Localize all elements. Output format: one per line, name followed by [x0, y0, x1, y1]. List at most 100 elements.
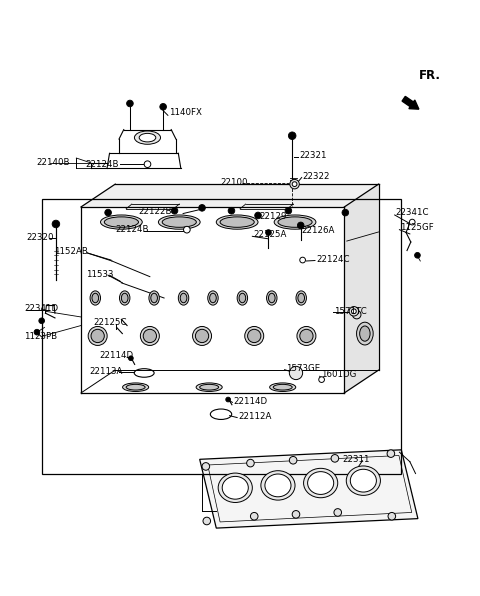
Circle shape: [352, 311, 361, 319]
Text: 1601DG: 1601DG: [321, 370, 356, 380]
Ellipse shape: [195, 330, 209, 343]
Circle shape: [388, 513, 396, 520]
Circle shape: [288, 132, 296, 139]
Text: 22112A: 22112A: [238, 412, 272, 421]
Text: 22125A: 22125A: [253, 230, 287, 239]
Ellipse shape: [104, 217, 138, 227]
Text: 22114D: 22114D: [99, 352, 133, 361]
Text: 1152AB: 1152AB: [54, 247, 88, 256]
Circle shape: [129, 356, 133, 361]
Circle shape: [342, 209, 348, 216]
Circle shape: [255, 212, 261, 219]
Circle shape: [290, 179, 300, 189]
Circle shape: [292, 182, 297, 187]
Ellipse shape: [346, 466, 381, 495]
Ellipse shape: [216, 215, 258, 229]
Text: 22311: 22311: [342, 455, 370, 464]
Circle shape: [202, 462, 210, 470]
Text: 1573GE: 1573GE: [286, 364, 320, 372]
Ellipse shape: [357, 322, 373, 345]
Ellipse shape: [274, 215, 316, 229]
Ellipse shape: [100, 215, 142, 229]
Text: FR.: FR.: [420, 69, 441, 82]
Circle shape: [349, 306, 359, 316]
Ellipse shape: [92, 293, 98, 303]
Circle shape: [265, 229, 271, 235]
Polygon shape: [344, 184, 379, 393]
Ellipse shape: [200, 384, 219, 390]
Ellipse shape: [248, 330, 261, 343]
Ellipse shape: [308, 471, 334, 495]
Ellipse shape: [91, 330, 104, 343]
Text: 22114D: 22114D: [233, 397, 267, 406]
Ellipse shape: [134, 131, 160, 144]
Ellipse shape: [179, 291, 189, 305]
Circle shape: [409, 219, 415, 225]
Text: 22124B: 22124B: [116, 225, 149, 234]
Ellipse shape: [139, 134, 156, 142]
Ellipse shape: [296, 291, 306, 305]
Circle shape: [226, 397, 230, 402]
Ellipse shape: [273, 384, 292, 390]
Ellipse shape: [210, 293, 216, 303]
Ellipse shape: [192, 327, 212, 346]
Ellipse shape: [237, 291, 248, 305]
Circle shape: [292, 511, 300, 518]
Text: 22122B: 22122B: [138, 207, 171, 216]
Ellipse shape: [88, 327, 107, 346]
Circle shape: [351, 309, 356, 313]
Circle shape: [251, 513, 258, 520]
Ellipse shape: [149, 291, 159, 305]
Text: 22124B: 22124B: [86, 160, 120, 169]
Text: 22100: 22100: [220, 178, 248, 187]
Ellipse shape: [208, 291, 218, 305]
Ellipse shape: [196, 383, 222, 392]
Circle shape: [319, 377, 324, 383]
Ellipse shape: [298, 293, 304, 303]
Ellipse shape: [278, 217, 312, 227]
Circle shape: [387, 450, 395, 457]
Text: 22321: 22321: [300, 151, 327, 160]
Text: 22322: 22322: [302, 172, 330, 181]
Circle shape: [300, 257, 305, 263]
Circle shape: [289, 367, 302, 380]
Circle shape: [331, 455, 339, 462]
Ellipse shape: [180, 293, 187, 303]
Ellipse shape: [121, 293, 128, 303]
Ellipse shape: [270, 383, 296, 392]
Circle shape: [415, 253, 420, 258]
Circle shape: [334, 508, 342, 516]
Circle shape: [171, 207, 178, 214]
Ellipse shape: [261, 471, 295, 500]
Ellipse shape: [222, 476, 248, 499]
Polygon shape: [81, 184, 379, 207]
Circle shape: [285, 207, 292, 214]
Text: 22140B: 22140B: [36, 159, 70, 167]
Ellipse shape: [143, 330, 156, 343]
Circle shape: [52, 220, 60, 228]
Ellipse shape: [303, 468, 338, 498]
Polygon shape: [200, 450, 418, 528]
Ellipse shape: [265, 474, 291, 497]
Circle shape: [160, 104, 167, 110]
Circle shape: [127, 100, 133, 107]
Circle shape: [183, 226, 190, 233]
Text: 22125C: 22125C: [93, 318, 126, 327]
Circle shape: [199, 204, 205, 211]
Ellipse shape: [140, 327, 159, 346]
Circle shape: [298, 222, 304, 229]
Text: 22320: 22320: [26, 233, 54, 242]
Ellipse shape: [360, 326, 370, 341]
Ellipse shape: [218, 473, 252, 502]
Ellipse shape: [297, 327, 316, 346]
Text: 1123PB: 1123PB: [24, 333, 57, 342]
Ellipse shape: [245, 327, 264, 346]
Ellipse shape: [120, 291, 130, 305]
Circle shape: [39, 318, 45, 324]
Text: 11533: 11533: [86, 270, 113, 279]
Ellipse shape: [266, 291, 277, 305]
Text: 22129: 22129: [259, 212, 287, 221]
Text: 1140FX: 1140FX: [169, 107, 202, 116]
Ellipse shape: [300, 330, 313, 343]
Text: 22341C: 22341C: [396, 208, 429, 217]
